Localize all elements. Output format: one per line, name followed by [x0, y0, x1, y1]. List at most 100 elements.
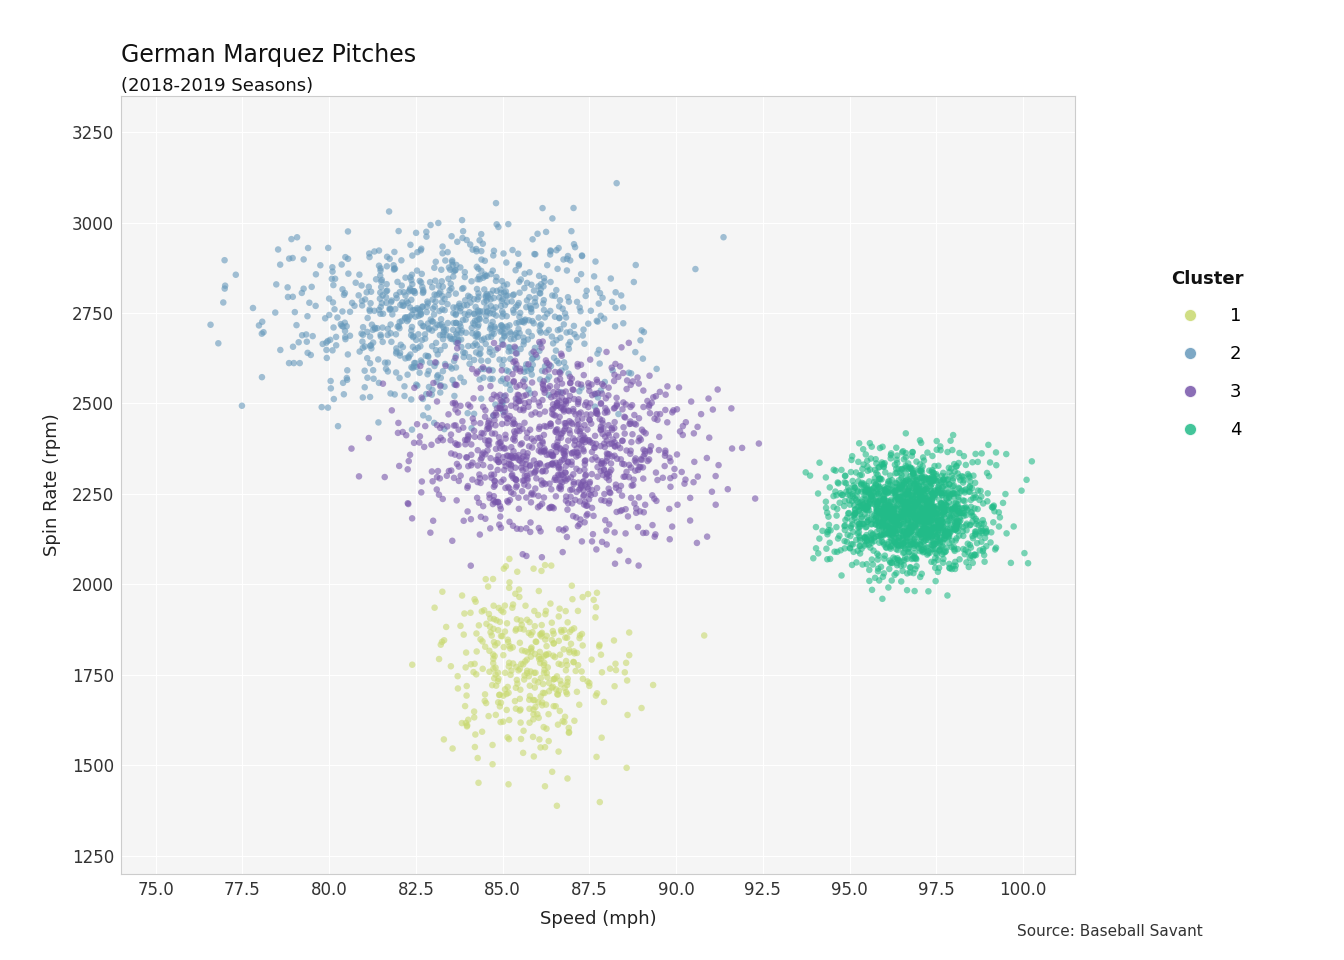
Point	[862, 489, 883, 504]
Point	[417, 299, 438, 314]
Point	[921, 538, 942, 553]
Point	[945, 519, 966, 535]
Point	[985, 540, 1007, 556]
Point	[434, 292, 456, 307]
Point	[937, 444, 958, 460]
Point	[902, 531, 923, 546]
Point	[880, 513, 902, 528]
Point	[548, 634, 570, 649]
Point	[898, 462, 919, 477]
Point	[878, 484, 899, 499]
Point	[464, 317, 485, 332]
Point	[376, 283, 398, 299]
Point	[503, 656, 524, 671]
Point	[242, 300, 263, 316]
Point	[915, 482, 937, 497]
Point	[431, 492, 453, 507]
Point	[401, 359, 422, 374]
Point	[622, 477, 644, 492]
Point	[454, 437, 476, 452]
Point	[883, 550, 905, 565]
Point	[534, 293, 555, 308]
Point	[907, 516, 929, 531]
Point	[333, 287, 355, 302]
Point	[503, 518, 524, 534]
Point	[900, 551, 922, 566]
Point	[942, 483, 964, 498]
Point	[499, 340, 520, 355]
Point	[879, 504, 900, 519]
Point	[899, 505, 921, 520]
Point	[392, 424, 414, 440]
Point	[448, 323, 469, 338]
Point	[938, 477, 960, 492]
Point	[560, 469, 582, 485]
Point	[905, 562, 926, 577]
Point	[915, 471, 937, 487]
Point	[555, 466, 577, 481]
Point	[895, 499, 917, 515]
Point	[546, 422, 567, 438]
Point	[594, 311, 616, 326]
Point	[480, 292, 501, 307]
Point	[507, 521, 528, 537]
Point	[430, 262, 452, 277]
Point	[372, 306, 394, 322]
Point	[563, 713, 585, 729]
Point	[531, 625, 552, 640]
Point	[492, 372, 513, 387]
Point	[934, 477, 956, 492]
Point	[433, 732, 454, 747]
Point	[388, 284, 410, 300]
Point	[855, 502, 876, 517]
Point	[875, 504, 896, 519]
Point	[922, 469, 943, 485]
Point	[835, 493, 856, 509]
Point	[372, 288, 394, 303]
Point	[922, 503, 943, 518]
Point	[864, 470, 886, 486]
Point	[672, 419, 694, 434]
Point	[581, 377, 602, 393]
Point	[526, 635, 547, 650]
Point	[512, 745, 534, 760]
Point	[625, 501, 646, 516]
Point	[579, 412, 601, 427]
Point	[921, 513, 942, 528]
Point	[887, 511, 909, 526]
Point	[923, 490, 945, 505]
Point	[405, 285, 426, 300]
Point	[603, 439, 625, 454]
Point	[573, 368, 594, 383]
Point	[922, 520, 943, 536]
Point	[902, 504, 923, 519]
Point	[517, 470, 539, 486]
Point	[462, 316, 484, 331]
Point	[474, 409, 496, 424]
Point	[530, 420, 551, 435]
Point	[921, 477, 942, 492]
Point	[603, 415, 625, 430]
Point	[875, 516, 896, 531]
Point	[466, 491, 488, 506]
Point	[542, 456, 563, 471]
Point	[645, 527, 667, 542]
Point	[485, 418, 507, 433]
Point	[546, 343, 567, 358]
Point	[548, 480, 570, 495]
Point	[902, 461, 923, 476]
Point	[910, 513, 931, 528]
Point	[465, 300, 487, 315]
Point	[495, 624, 516, 639]
Point	[847, 483, 868, 498]
Point	[540, 457, 562, 472]
Point	[938, 524, 960, 540]
Point	[914, 482, 935, 497]
Point	[546, 353, 567, 369]
Point	[946, 486, 968, 501]
Point	[469, 232, 491, 248]
Point	[836, 534, 857, 549]
Point	[900, 560, 922, 575]
Point	[882, 479, 903, 494]
Point	[540, 416, 562, 431]
